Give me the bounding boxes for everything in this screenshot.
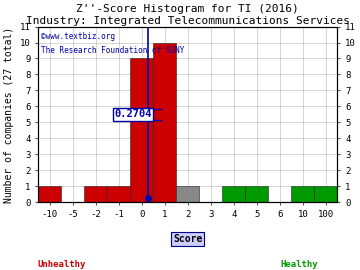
Bar — [153, 42, 176, 202]
Text: Score: Score — [173, 234, 202, 244]
Bar — [222, 186, 246, 202]
Bar — [314, 186, 337, 202]
Text: ©www.textbiz.org: ©www.textbiz.org — [41, 32, 115, 41]
Text: Healthy: Healthy — [280, 260, 318, 269]
Bar — [291, 186, 314, 202]
Y-axis label: Number of companies (27 total): Number of companies (27 total) — [4, 26, 14, 202]
Bar — [130, 59, 153, 202]
Title: Z''-Score Histogram for TI (2016)
Industry: Integrated Telecommunications Servic: Z''-Score Histogram for TI (2016) Indust… — [26, 4, 350, 26]
Bar — [176, 186, 199, 202]
Bar — [246, 186, 268, 202]
Bar — [84, 186, 107, 202]
Text: The Research Foundation of SUNY: The Research Foundation of SUNY — [41, 46, 184, 55]
Text: Unhealthy: Unhealthy — [37, 260, 85, 269]
Bar — [38, 186, 61, 202]
Bar — [107, 186, 130, 202]
Text: 0.2704: 0.2704 — [114, 109, 152, 119]
